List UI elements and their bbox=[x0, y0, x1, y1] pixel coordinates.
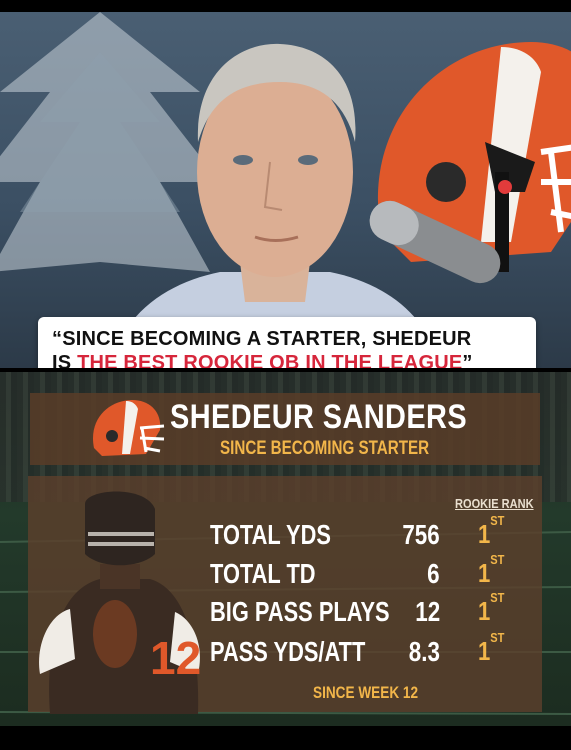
footnote: SINCE WEEK 12 bbox=[313, 683, 419, 702]
jersey-number: 12 bbox=[150, 632, 201, 684]
stat-rank: 1ST bbox=[478, 513, 505, 549]
bottom-letterbox bbox=[0, 726, 571, 750]
stat-value: 12 bbox=[415, 596, 440, 627]
quote-highlight: THE BEST ROOKIE QB IN THE LEAGUE bbox=[77, 352, 463, 368]
rookie-rank-header: ROOKIE RANK bbox=[455, 496, 534, 511]
quote-caption: “SINCE BECOMING A STARTER, SHEDEUR IS TH… bbox=[38, 317, 536, 368]
stat-label: BIG PASS PLAYS bbox=[210, 596, 390, 627]
stat-rank: 1ST bbox=[478, 552, 505, 588]
quote-line-2-suffix: ” bbox=[462, 352, 473, 368]
backdrop-tree-graphic bbox=[0, 12, 220, 272]
quote-line-2: IS THE BEST ROOKIE QB IN THE LEAGUE” bbox=[52, 351, 522, 368]
stat-rank: 1ST bbox=[478, 630, 505, 666]
stat-label: PASS YDS/ATT bbox=[210, 636, 366, 667]
video-still: “SINCE BECOMING A STARTER, SHEDEUR IS TH… bbox=[0, 12, 571, 368]
stat-label: TOTAL YDS bbox=[210, 519, 331, 550]
stat-value: 8.3 bbox=[408, 636, 440, 667]
stat-value: 756 bbox=[402, 519, 440, 550]
stat-row-total-yds: TOTAL YDS 756 1ST bbox=[210, 513, 530, 555]
stat-label: TOTAL TD bbox=[210, 558, 316, 589]
quote-line-1: “SINCE BECOMING A STARTER, SHEDEUR bbox=[52, 328, 472, 350]
quote-line-2-prefix: IS bbox=[52, 352, 78, 368]
stat-row-pass-yds-att: PASS YDS/ATT 8.3 1ST bbox=[210, 630, 530, 672]
player-name: SHEDEUR SANDERS bbox=[170, 398, 468, 436]
stat-row-total-td: TOTAL TD 6 1ST bbox=[210, 552, 530, 594]
stat-row-big-pass-plays: BIG PASS PLAYS 12 1ST bbox=[210, 590, 530, 632]
microphone-icon bbox=[369, 142, 535, 284]
stat-rank: 1ST bbox=[478, 590, 505, 626]
player-photo: 12 bbox=[39, 491, 201, 714]
graphic-subtitle: SINCE BECOMING STARTER bbox=[220, 438, 430, 459]
stat-value: 6 bbox=[427, 558, 440, 589]
browns-helmet-logo-icon bbox=[92, 400, 165, 456]
